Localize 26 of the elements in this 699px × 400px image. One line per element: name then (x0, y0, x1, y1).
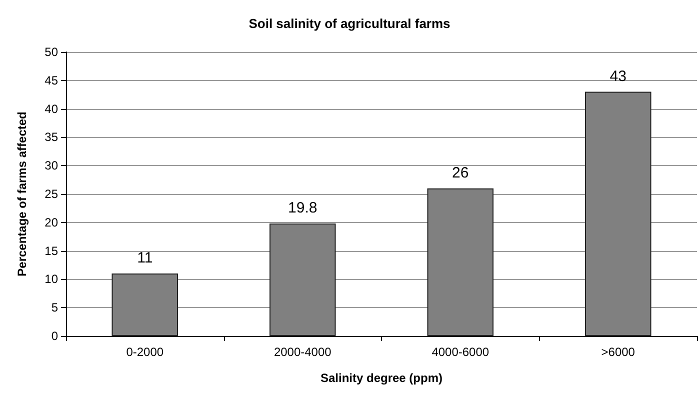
data-label: 43 (610, 68, 626, 85)
x-tick-label: 4000-6000 (432, 345, 490, 359)
y-axis-title: Percentage of farms affected (15, 112, 29, 276)
x-axis-title: Salinity degree (ppm) (320, 371, 443, 385)
data-label: 11 (137, 250, 153, 267)
y-tick-label: 10 (44, 272, 58, 286)
bar (270, 224, 336, 336)
data-label: 19.8 (288, 200, 318, 217)
y-tick-label: 25 (44, 187, 58, 201)
y-tick-label: 40 (44, 102, 58, 116)
bar (584, 92, 652, 336)
x-tick-label: >6000 (601, 345, 636, 359)
chart-title: Soil salinity of agricultural farms (248, 16, 450, 31)
y-tick-label: 35 (44, 130, 58, 144)
bar (112, 274, 178, 336)
y-tick-label: 0 (51, 329, 58, 343)
y-tick-label: 45 (44, 73, 58, 88)
y-tick-label: 20 (44, 215, 58, 230)
x-tick-label: 0-2000 (126, 345, 164, 359)
bar (427, 188, 494, 336)
y-tick-label: 5 (51, 300, 58, 315)
y-tick-label: 50 (44, 45, 58, 59)
x-tick-label: 2000-4000 (274, 345, 332, 359)
y-tick-label: 30 (44, 158, 58, 173)
data-label: 26 (452, 164, 469, 182)
y-tick-label: 15 (44, 244, 58, 258)
